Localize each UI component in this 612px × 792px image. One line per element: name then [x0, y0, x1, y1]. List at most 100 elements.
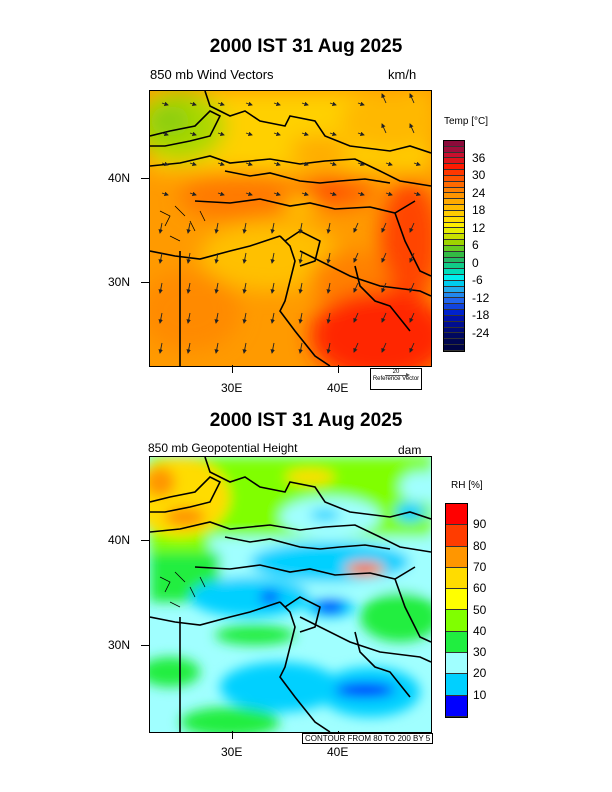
temperature-field: [150, 91, 431, 366]
temp-colorbar: [443, 140, 465, 352]
colorbar-swatch: [444, 216, 464, 223]
colorbar-swatch: [446, 567, 467, 590]
tick: [141, 540, 149, 541]
wind-arrow: [409, 222, 415, 233]
wind-arrow: [298, 342, 303, 354]
colorbar-swatch: [446, 589, 467, 611]
colorbar-label: 70: [473, 559, 487, 574]
wind-arrow: [353, 282, 359, 293]
wind-arrow: [409, 252, 415, 263]
panel2-lat-40N: 40N: [108, 533, 131, 547]
temperature-wind-map: [149, 90, 432, 367]
wind-arrow: [245, 191, 253, 196]
colorbar-label: 30: [473, 645, 487, 660]
wind-arrow: [245, 131, 253, 136]
panel1-units: km/h: [388, 67, 417, 82]
wind-arrow: [273, 161, 281, 166]
colorbar-swatch: [444, 251, 464, 258]
wind-arrow: [381, 252, 387, 263]
colorbar-swatch: [444, 193, 464, 200]
panel1-lat-30N: 30N: [108, 275, 131, 289]
colorbar-swatch: [444, 199, 464, 206]
colorbar-label: -24: [472, 325, 490, 340]
tick: [141, 178, 149, 179]
tick: [141, 645, 149, 646]
wind-arrow: [329, 161, 337, 166]
colorbar-swatch: [444, 170, 464, 176]
panel1-lat-40N: 40N: [108, 171, 131, 185]
colorbar-swatch: [446, 695, 467, 717]
colorbar-swatch: [444, 228, 464, 235]
wind-arrow: [326, 222, 331, 234]
colorbar-swatch: [444, 164, 464, 171]
colorbar-swatch: [444, 175, 464, 182]
colorbar-label: 50: [473, 602, 487, 617]
colorbar-swatch: [444, 280, 464, 287]
wind-arrow: [385, 191, 393, 196]
colorbar-swatch: [446, 674, 467, 696]
wind-arrow: [357, 101, 365, 106]
colorbar-label: -12: [472, 290, 490, 305]
colorbar-label: 0: [472, 255, 479, 270]
wind-arrow: [186, 342, 191, 354]
colorbar-swatch: [446, 546, 467, 568]
tick: [141, 282, 149, 283]
tick: [232, 365, 233, 373]
wind-arrow: [242, 252, 247, 264]
wind-arrow: [217, 101, 225, 106]
wind-arrow: [413, 191, 421, 196]
tick: [338, 365, 339, 373]
colorbar-swatch: [444, 315, 464, 322]
wind-arrow: [329, 191, 337, 196]
wind-vectors: [158, 93, 421, 354]
wind-arrow: [270, 312, 275, 324]
wind-arrow: [189, 131, 197, 136]
wind-arrow: [217, 161, 225, 166]
wind-arrow: [298, 252, 303, 264]
colorbar-label: 30: [472, 168, 486, 182]
wind-arrow: [357, 191, 365, 196]
panel1-title: 2000 IST 31 Aug 2025: [209, 36, 403, 57]
colorbar-swatch: [444, 210, 464, 217]
wind-arrow: [353, 252, 359, 263]
humidity-height-map: [149, 456, 432, 733]
colorbar-swatch: [444, 234, 464, 241]
wind-arrow: [161, 131, 169, 136]
colorbar-swatch: [444, 245, 464, 252]
colorbar-swatch: [444, 152, 464, 159]
panel1-lon-30E: 30E: [221, 381, 243, 395]
colorbar-label: 12: [472, 220, 486, 235]
wind-arrow: [186, 312, 191, 324]
panel1-lon-40E: 40E: [327, 381, 349, 395]
wind-arrow: [214, 222, 219, 234]
colorbar-label: -6: [472, 273, 483, 287]
colorbar-swatch: [446, 610, 467, 632]
panel2-units: dam: [398, 443, 422, 457]
colorbar-swatch: [444, 327, 464, 334]
colorbar-swatch: [444, 269, 464, 276]
panel2-title: 2000 IST 31 Aug 2025: [209, 410, 403, 431]
wind-arrow: [409, 312, 415, 323]
wind-arrow: [298, 222, 303, 234]
wind-arrow: [214, 252, 219, 264]
colorbar-swatch: [444, 158, 464, 165]
wind-arrow: [270, 282, 275, 294]
colorbar-label: 24: [472, 185, 486, 200]
wind-arrow: [242, 342, 247, 354]
wind-arrow: [158, 342, 163, 354]
wind-arrow: [381, 123, 387, 134]
wind-arrow: [409, 282, 415, 293]
colorbar-swatch: [444, 181, 464, 188]
wind-arrow: [158, 282, 163, 294]
colorbar-label: 40: [473, 623, 487, 638]
colorbar-swatch: [444, 333, 464, 340]
wind-arrow: [245, 161, 253, 166]
wind-arrow: [326, 312, 331, 324]
panel1-left-label: 850 mb Wind Vectors: [150, 67, 274, 82]
colorbar-swatch: [444, 321, 464, 328]
colorbar-swatch: [444, 304, 464, 311]
wind-arrow: [353, 342, 359, 353]
colorbar-swatch: [444, 222, 464, 229]
panel2-left-label: 850 mb Geopotential Height: [148, 441, 298, 455]
wind-arrow: [381, 93, 387, 104]
